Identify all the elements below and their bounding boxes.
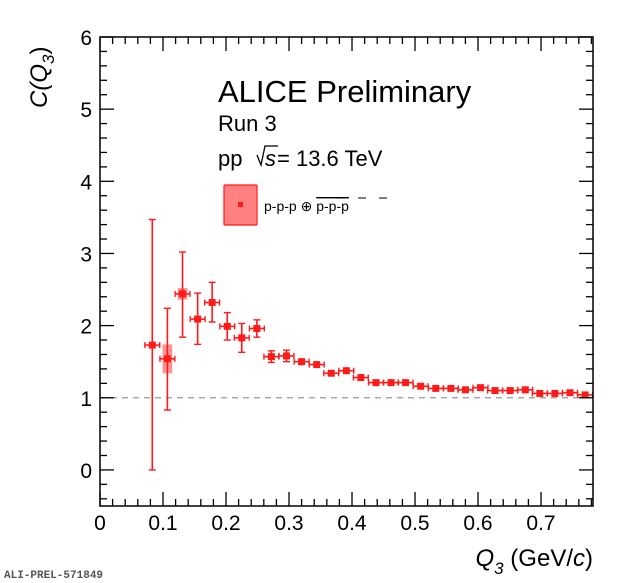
run-label: Run 3 [218, 111, 277, 136]
legend: p-p-p ⊕ p-p-p [223, 184, 387, 226]
data-point [382, 379, 400, 387]
data-marker [194, 315, 202, 323]
data-point [233, 322, 250, 354]
system-label: pp [218, 146, 242, 171]
data-point [263, 350, 280, 364]
data-marker [402, 379, 410, 387]
data-point [486, 387, 504, 395]
x-tick-label: 0.2 [211, 512, 240, 535]
data-point [293, 358, 310, 366]
x-tick-label: 0.1 [148, 512, 177, 535]
y-tick-labels: 0 1 2 3 4 5 6 [80, 27, 92, 483]
data-marker [313, 361, 321, 369]
data-marker [417, 382, 425, 390]
data-marker [208, 299, 216, 307]
legend-marker [238, 202, 243, 207]
x-tick-label: 0.7 [526, 512, 555, 535]
data-point [219, 311, 236, 341]
data-point [159, 307, 176, 411]
data-point [531, 389, 548, 397]
sqrt-s-label: s [265, 146, 276, 171]
data-marker [357, 374, 365, 382]
data-marker [282, 352, 290, 360]
data-point [174, 251, 191, 338]
data-marker [506, 387, 514, 395]
data-point [308, 361, 325, 369]
data-point [352, 374, 369, 382]
data-point [144, 218, 161, 471]
data-point [546, 389, 564, 397]
data-marker [387, 379, 395, 387]
x-tick-label: 0.6 [463, 512, 492, 535]
y-axis-title: C(Q3) [26, 47, 58, 108]
data-marker [267, 353, 275, 361]
sqrt-icon [256, 145, 278, 168]
data-marker [536, 389, 544, 397]
data-marker [342, 367, 350, 375]
data-marker [298, 358, 306, 366]
data-marker [432, 384, 440, 392]
data-marker [447, 384, 455, 392]
legend-label: p-p-p ⊕ p-p-p [264, 198, 349, 214]
data-marker [223, 322, 231, 330]
x-axis-title: Q3 (GeV/c) [476, 545, 594, 578]
y-tick-label: 5 [80, 99, 92, 122]
data-marker [521, 386, 529, 394]
plot-frame [99, 36, 594, 507]
data-point [412, 382, 429, 390]
x-tick-labels: 0 0.1 0.2 0.3 0.4 0.5 0.6 0.7 [94, 512, 555, 535]
data-point [502, 387, 519, 395]
data-point [338, 367, 355, 375]
data-point [189, 292, 206, 346]
data-point [561, 389, 579, 397]
experiment-label: ALICE Preliminary [218, 74, 472, 109]
y-tick-label: 2 [80, 316, 92, 339]
x-tick-label: 0.4 [337, 512, 367, 535]
figure-id: ALI-PREL-571849 [4, 570, 103, 582]
y-tick-label: 6 [80, 27, 92, 50]
data-marker [238, 334, 246, 342]
data-point [397, 379, 414, 387]
data-marker [551, 389, 559, 397]
axis-ticks [99, 36, 593, 506]
data-marker [566, 389, 574, 397]
data-point [248, 319, 266, 338]
data-marker [163, 355, 171, 363]
x-tick-label: 0 [94, 512, 106, 535]
data-marker [179, 290, 187, 298]
data-point [517, 386, 534, 394]
x-tick-label: 0.5 [400, 512, 429, 535]
data-point [323, 369, 340, 377]
data-marker [491, 387, 499, 395]
legend-anti-label: p-p-p [316, 198, 349, 214]
data-point [442, 384, 460, 392]
y-tick-label: 0 [80, 460, 92, 483]
y-tick-label: 1 [80, 388, 92, 411]
x-tick-label: 0.3 [274, 512, 303, 535]
data-point [457, 386, 474, 394]
data-point [472, 384, 489, 392]
energy-label: pp s = 13.6 TeV [218, 145, 383, 171]
data-marker [327, 369, 335, 377]
data-marker [461, 386, 469, 394]
data-point [278, 349, 295, 363]
data-marker [148, 341, 156, 349]
data-marker [477, 384, 485, 392]
data-point [427, 384, 444, 392]
data-points-layer [144, 218, 594, 471]
energy-value: = 13.6 TeV [277, 146, 383, 171]
y-tick-label: 4 [80, 171, 92, 194]
data-marker [372, 379, 380, 387]
data-marker [581, 391, 589, 399]
data-marker [253, 325, 261, 333]
y-tick-label: 3 [80, 243, 92, 266]
data-point [204, 281, 221, 323]
data-point [367, 379, 385, 387]
